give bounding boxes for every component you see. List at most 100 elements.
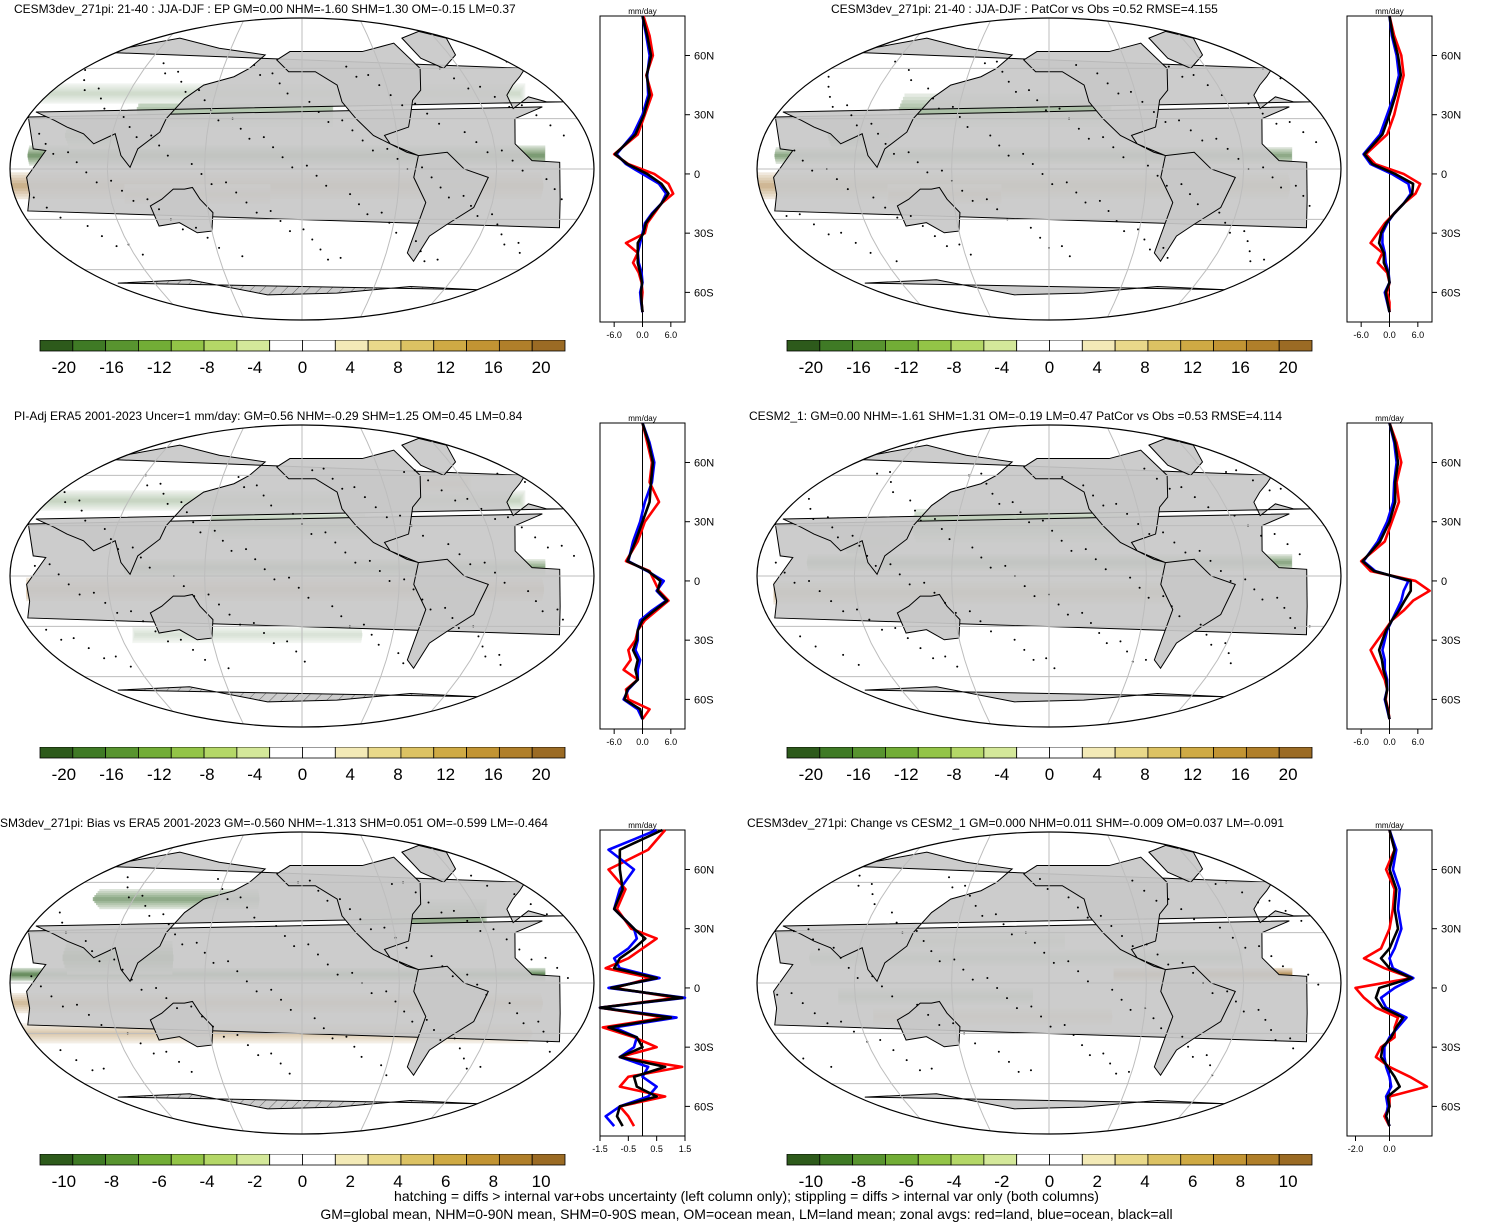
- stipple-dot: [305, 164, 308, 167]
- greenland-land: [1148, 844, 1204, 883]
- stipple-dot: [458, 1047, 461, 1050]
- colorbar-tick-label: 16: [484, 358, 503, 377]
- colorbar-tick-label: -10: [52, 1172, 77, 1191]
- colorbar-tick-label: 8: [393, 765, 402, 784]
- stipple-dot: [785, 214, 788, 217]
- stipple-dot: [1286, 543, 1289, 546]
- stipple-dot: [1199, 623, 1202, 626]
- stipple-dot: [217, 877, 220, 880]
- stipple-dot: [345, 65, 348, 68]
- stipple-dot: [1226, 990, 1229, 993]
- stipple-dot: [368, 559, 371, 562]
- stipple-dot: [1084, 201, 1087, 204]
- stipple-dot: [1228, 231, 1231, 234]
- stipple-dot: [1162, 531, 1165, 534]
- colorbar-swatch: [466, 1154, 500, 1166]
- stipple-dot: [351, 971, 354, 974]
- stipple-dot: [469, 204, 472, 207]
- colorbar-tick-label: 4: [345, 765, 354, 784]
- longitude-gridline: [358, 18, 400, 320]
- stipple-dot: [374, 506, 377, 509]
- stipple-dot: [331, 1037, 334, 1040]
- stipple-dot: [1284, 909, 1287, 912]
- stipple-dot: [1178, 615, 1181, 618]
- stipple-dot: [827, 233, 830, 236]
- stipple-dot: [388, 580, 391, 583]
- stipple-dot: [944, 601, 947, 604]
- stipple-dot: [341, 119, 344, 122]
- stipple-dot: [1098, 199, 1101, 202]
- stipple-dot: [1013, 638, 1016, 641]
- stipple-dot: [385, 1074, 388, 1077]
- stipple-dot: [317, 110, 320, 113]
- longitude-gridline: [358, 425, 400, 727]
- stipple-dot: [162, 492, 165, 495]
- colorbar-swatch: [819, 1154, 854, 1166]
- stipple-dot: [1136, 228, 1139, 231]
- longitude-gridline: [951, 18, 993, 320]
- colorbar: -20 -16 -12 -8 -4 0 4 8 12 16 20: [786, 747, 1313, 784]
- greenland-land: [1148, 437, 1204, 476]
- stipple-dot: [39, 985, 42, 988]
- stipple-dot: [856, 976, 859, 979]
- stipple-dot: [812, 223, 815, 226]
- south-america-land: [1153, 558, 1236, 670]
- stipple-dot: [245, 548, 248, 551]
- stipple-dot: [836, 536, 839, 539]
- colorbar: -20 -16 -12 -8 -4 0 4 8 12 16 20: [39, 747, 566, 784]
- colorbar-swatch: [1245, 747, 1280, 759]
- stipple-dot: [1264, 1018, 1267, 1021]
- colorbar-swatch: [819, 340, 854, 352]
- stipple-dot: [1205, 633, 1208, 636]
- stipple-dot: [808, 580, 811, 583]
- stipple-dot: [1029, 226, 1032, 229]
- stipple-dot: [1065, 181, 1068, 184]
- stipple-dot: [927, 87, 930, 90]
- stipple-dot: [916, 1003, 919, 1006]
- greenland-land: [401, 844, 457, 883]
- stipple-dot: [462, 1057, 465, 1060]
- colorbar-tick-label: -8: [946, 765, 961, 784]
- stipple-dot: [383, 926, 386, 929]
- colorbar-tick-label: -20: [52, 358, 77, 377]
- stipple-dot: [1001, 70, 1004, 73]
- stipple-dot: [995, 60, 998, 63]
- stipple-dot: [494, 517, 497, 520]
- colorbar-swatch: [1049, 747, 1083, 759]
- stipple-dot: [1162, 246, 1165, 249]
- stipple-dot: [1144, 658, 1147, 661]
- stipple-dot: [985, 482, 988, 485]
- stipple-dot: [83, 79, 86, 82]
- stipple-dot: [423, 260, 426, 263]
- panel-era5-obs: PI-Adj ERA5 2001-2023 Uncer=1 mm/day: GM…: [0, 407, 746, 812]
- stipple-dot: [933, 235, 936, 238]
- stipple-dot: [1126, 650, 1129, 653]
- colorbar-tick-label: -2: [247, 1172, 262, 1191]
- colorbar-swatch: [367, 747, 402, 759]
- colorbar-tick-label: -4: [946, 1172, 961, 1191]
- stipple-dot: [103, 528, 106, 531]
- stipple-dot: [126, 876, 129, 879]
- stipple-dot: [1263, 258, 1266, 261]
- stipple-dot: [486, 151, 489, 154]
- lat-tick-label: 60N: [1441, 457, 1461, 469]
- stipple-dot: [203, 951, 206, 954]
- stipple-dot: [148, 566, 151, 569]
- stipple-dot: [1198, 549, 1201, 552]
- world-map: [9, 424, 595, 728]
- colorbar-tick-label: 16: [1231, 358, 1250, 377]
- panel-title: SM3dev_271pi: Bias vs ERA5 2001-2023 GM=…: [0, 816, 548, 830]
- stipple-dot: [1280, 186, 1283, 189]
- stipple-dot: [307, 596, 310, 599]
- stipple-dot: [255, 211, 258, 214]
- stipple-dot: [1036, 99, 1039, 102]
- stipple-dot: [121, 968, 124, 971]
- longitude-gridline: [204, 425, 246, 727]
- stipple-dot: [83, 89, 86, 92]
- stipple-dot: [327, 121, 330, 124]
- stipple-dot: [932, 97, 935, 100]
- stipple-dot: [1178, 119, 1181, 122]
- stipple-dot: [898, 573, 901, 576]
- stipple-dot: [1152, 110, 1155, 113]
- lat-tick-label: 60S: [694, 694, 714, 706]
